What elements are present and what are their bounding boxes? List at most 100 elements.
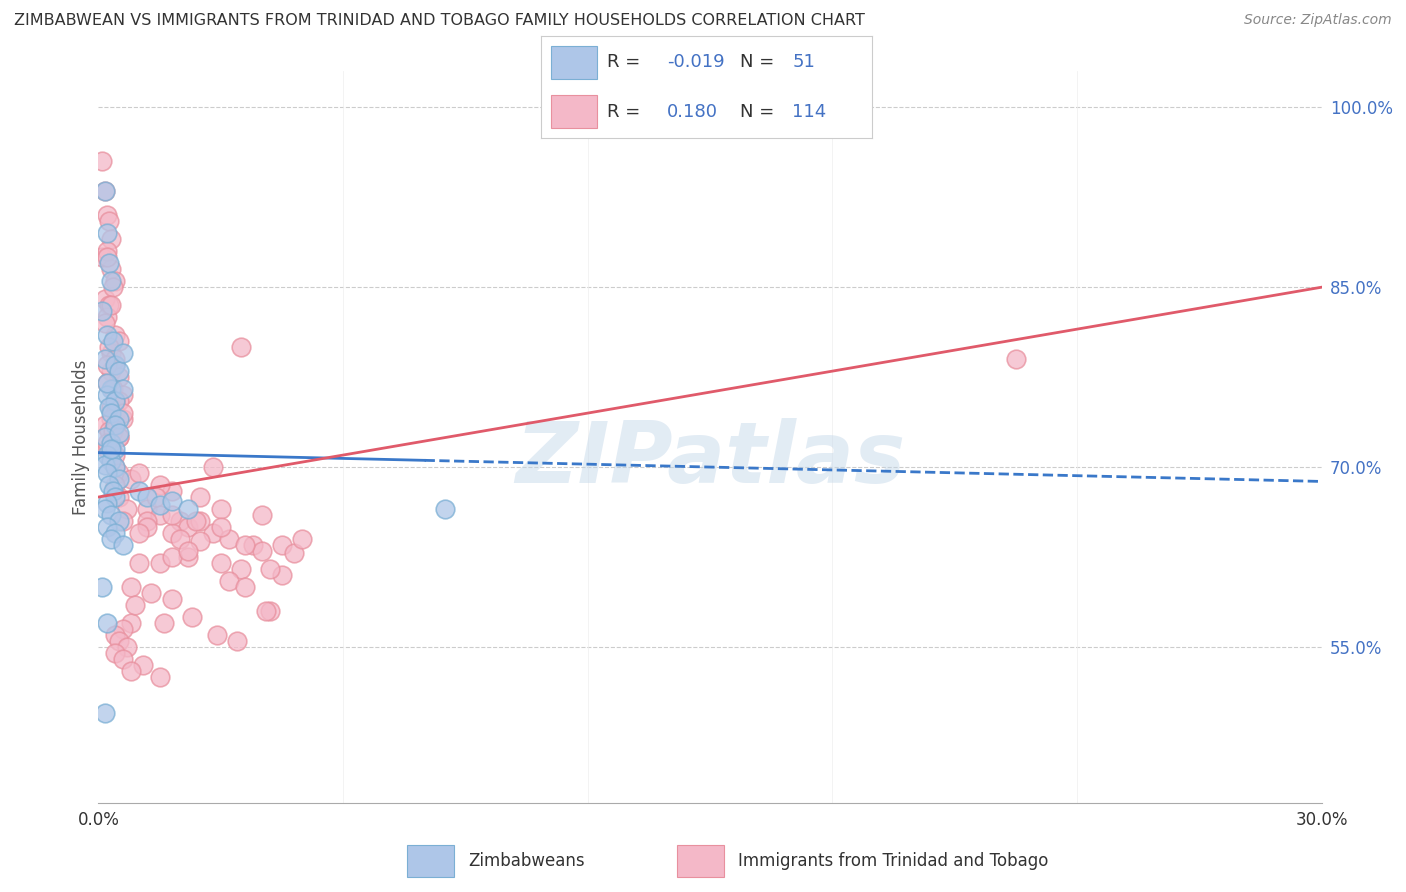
Point (104, 460, 127, 475)
Point (160, 508, 183, 522)
Point (201, 526, 224, 541)
Point (96, 496, 118, 510)
Point (136, 490, 159, 504)
Point (120, 664, 142, 678)
Point (136, 520, 159, 534)
Point (254, 604, 277, 618)
Point (96, 448, 118, 462)
Point (111, 412, 134, 426)
Text: Zimbabweans: Zimbabweans (468, 852, 585, 870)
Point (108, 514, 131, 528)
Point (104, 418, 127, 433)
Point (100, 364, 122, 378)
Point (97, 424, 120, 438)
Point (100, 274, 122, 288)
Point (250, 508, 273, 522)
Point (100, 412, 122, 426)
Point (104, 478, 127, 492)
Point (96, 244, 118, 259)
Point (100, 232, 122, 246)
Y-axis label: Family Households: Family Households (72, 359, 90, 515)
Point (93, 352, 115, 367)
Point (233, 538, 256, 552)
Point (136, 502, 159, 516)
FancyBboxPatch shape (551, 46, 598, 78)
Point (96, 208, 118, 222)
Point (259, 562, 281, 576)
FancyBboxPatch shape (551, 95, 598, 128)
Point (96, 358, 118, 372)
Point (91, 580, 114, 594)
Point (97, 214, 120, 228)
Point (111, 622, 134, 636)
Point (160, 483, 183, 498)
Point (141, 586, 163, 600)
Point (111, 538, 134, 552)
Point (91, 250, 114, 264)
Point (160, 493, 183, 508)
Point (104, 448, 127, 462)
Point (108, 370, 131, 384)
Point (242, 538, 264, 552)
Point (233, 580, 256, 594)
Point (120, 472, 142, 486)
FancyBboxPatch shape (678, 845, 724, 877)
Point (108, 334, 131, 348)
Point (149, 556, 172, 570)
Point (96, 376, 118, 391)
Point (104, 394, 127, 409)
Point (100, 454, 122, 468)
Point (291, 532, 314, 546)
Point (108, 394, 131, 409)
Point (433, 502, 456, 516)
Point (97, 478, 120, 492)
Point (96, 328, 118, 343)
Point (115, 502, 138, 516)
Point (104, 394, 127, 409)
Text: Immigrants from Trinidad and Tobago: Immigrants from Trinidad and Tobago (738, 852, 1049, 870)
Text: R =: R = (607, 103, 647, 120)
Point (209, 502, 232, 516)
Point (120, 615, 142, 630)
Point (108, 430, 131, 444)
Point (111, 382, 134, 396)
Text: Source: ZipAtlas.com: Source: ZipAtlas.com (1244, 13, 1392, 28)
Point (100, 532, 122, 546)
Point (188, 514, 212, 528)
Point (120, 580, 142, 594)
Point (115, 640, 138, 654)
Point (104, 274, 127, 288)
Point (169, 514, 191, 528)
Point (100, 406, 122, 420)
Point (104, 490, 127, 504)
Point (104, 628, 127, 642)
Text: R =: R = (607, 54, 647, 71)
Point (104, 352, 127, 367)
Point (186, 514, 208, 528)
Point (201, 460, 224, 475)
Point (209, 520, 232, 534)
Point (97, 298, 120, 312)
Point (100, 442, 122, 456)
Point (136, 514, 159, 528)
Point (270, 568, 294, 582)
Point (100, 436, 122, 450)
Point (128, 556, 150, 570)
Point (111, 406, 134, 420)
Point (259, 604, 281, 618)
Point (93, 458, 115, 472)
Point (145, 490, 167, 504)
Point (149, 670, 172, 684)
Point (169, 532, 191, 546)
Point (149, 508, 172, 522)
Point (111, 514, 134, 528)
Point (108, 430, 131, 444)
Point (108, 364, 131, 378)
Point (100, 346, 122, 360)
Point (104, 646, 127, 660)
Text: 51: 51 (793, 54, 815, 71)
Point (97, 256, 120, 270)
Point (96, 310, 118, 325)
Text: 0.180: 0.180 (666, 103, 718, 120)
Point (91, 154, 114, 169)
